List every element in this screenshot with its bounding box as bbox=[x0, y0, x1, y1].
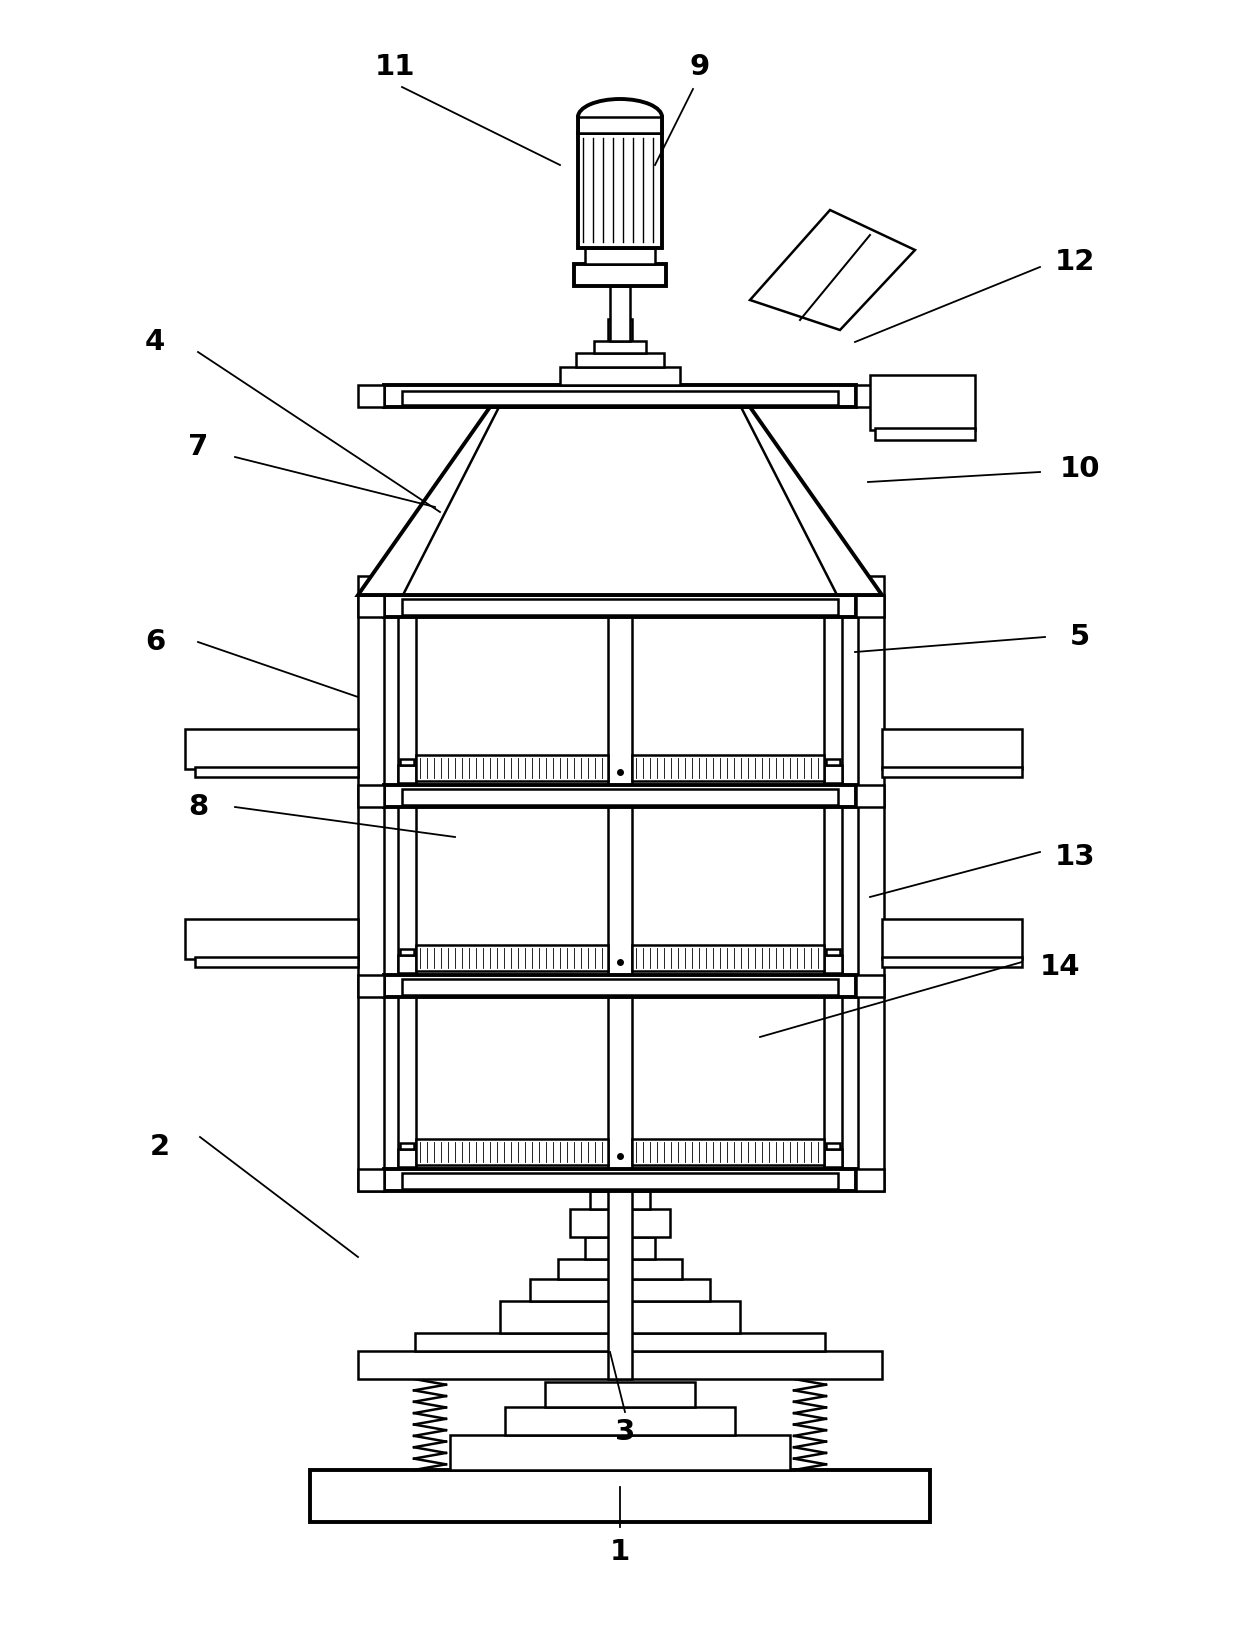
Bar bbox=[310, 1471, 930, 1521]
Bar bbox=[398, 955, 415, 973]
Text: 2: 2 bbox=[150, 1132, 170, 1162]
Bar bbox=[578, 117, 662, 133]
Bar bbox=[358, 1350, 882, 1380]
Bar bbox=[384, 595, 856, 617]
Bar bbox=[574, 264, 666, 286]
Bar bbox=[384, 1170, 856, 1191]
Bar bbox=[398, 576, 415, 1171]
Bar bbox=[384, 386, 856, 407]
Text: 13: 13 bbox=[1055, 843, 1095, 870]
Bar bbox=[825, 1149, 842, 1167]
Bar bbox=[401, 760, 414, 765]
Bar bbox=[608, 319, 632, 1380]
Text: 11: 11 bbox=[374, 54, 415, 81]
Bar bbox=[415, 1333, 825, 1350]
Text: 9: 9 bbox=[689, 54, 711, 81]
Bar bbox=[402, 979, 838, 996]
Bar bbox=[632, 945, 825, 971]
Bar bbox=[500, 1302, 740, 1333]
Text: 4: 4 bbox=[145, 329, 165, 356]
Bar bbox=[358, 975, 384, 997]
Bar bbox=[856, 975, 884, 997]
Bar bbox=[870, 374, 975, 430]
Text: 1: 1 bbox=[610, 1538, 630, 1567]
Bar bbox=[882, 957, 1022, 966]
Bar bbox=[358, 784, 384, 807]
Bar bbox=[570, 1209, 670, 1237]
Bar bbox=[560, 368, 680, 386]
Bar bbox=[195, 766, 358, 778]
Bar bbox=[610, 286, 630, 342]
Polygon shape bbox=[750, 210, 915, 330]
Bar bbox=[826, 949, 839, 955]
Bar bbox=[558, 1259, 682, 1279]
Bar bbox=[358, 386, 384, 407]
Text: 3: 3 bbox=[615, 1419, 635, 1446]
Bar bbox=[402, 390, 838, 405]
Bar bbox=[585, 247, 655, 264]
Bar bbox=[826, 1144, 839, 1149]
Bar bbox=[358, 595, 384, 617]
Text: 6: 6 bbox=[145, 628, 165, 656]
Bar bbox=[402, 599, 838, 615]
Bar bbox=[546, 1381, 694, 1407]
Bar bbox=[858, 576, 884, 1191]
Bar bbox=[402, 789, 838, 805]
Bar bbox=[632, 1139, 825, 1165]
Bar bbox=[384, 975, 856, 997]
Text: 10: 10 bbox=[1060, 456, 1100, 483]
Bar bbox=[398, 765, 415, 783]
Bar bbox=[594, 342, 646, 353]
Bar bbox=[577, 353, 663, 368]
Bar bbox=[505, 1407, 735, 1435]
Bar bbox=[585, 1237, 655, 1259]
Bar bbox=[195, 957, 358, 966]
Bar bbox=[398, 1149, 415, 1167]
Bar bbox=[401, 949, 414, 955]
Bar bbox=[358, 1170, 384, 1191]
Bar bbox=[185, 919, 358, 958]
Bar bbox=[856, 386, 884, 407]
Bar bbox=[185, 729, 358, 770]
Bar bbox=[415, 945, 608, 971]
Bar bbox=[856, 1170, 884, 1191]
Bar bbox=[825, 576, 842, 1171]
Bar bbox=[856, 595, 884, 617]
Bar bbox=[590, 1191, 650, 1209]
Bar bbox=[358, 576, 384, 1191]
Bar bbox=[882, 919, 1022, 958]
Bar bbox=[825, 765, 842, 783]
Bar bbox=[826, 760, 839, 765]
Bar bbox=[875, 428, 975, 439]
Bar bbox=[578, 133, 662, 247]
Bar bbox=[882, 766, 1022, 778]
Bar bbox=[402, 1173, 838, 1189]
Text: 5: 5 bbox=[1070, 623, 1090, 651]
Text: 12: 12 bbox=[1055, 247, 1095, 277]
Bar bbox=[882, 729, 1022, 770]
Bar bbox=[825, 955, 842, 973]
Polygon shape bbox=[358, 407, 882, 595]
Text: 8: 8 bbox=[188, 792, 208, 822]
Bar bbox=[415, 755, 608, 781]
Bar bbox=[632, 755, 825, 781]
Bar bbox=[856, 784, 884, 807]
Text: 14: 14 bbox=[1040, 953, 1080, 981]
Bar bbox=[384, 784, 856, 807]
Bar bbox=[529, 1279, 711, 1302]
Bar bbox=[450, 1435, 790, 1471]
Bar bbox=[401, 1144, 414, 1149]
Text: 7: 7 bbox=[187, 433, 208, 460]
Bar bbox=[415, 1139, 608, 1165]
